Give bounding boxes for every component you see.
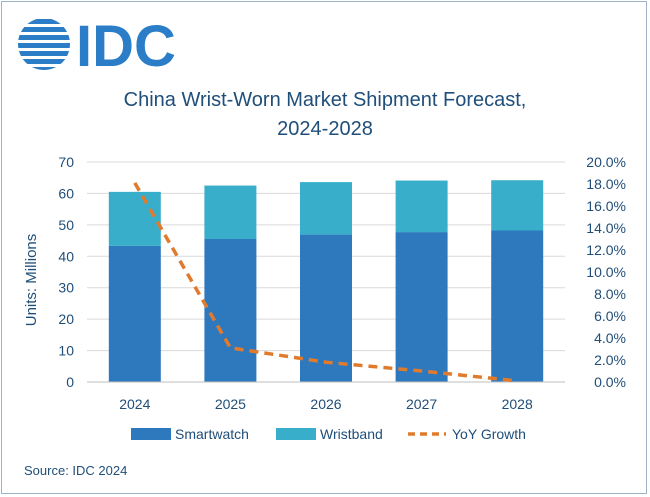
bar-smartwatch <box>491 230 544 382</box>
chart-title: China Wrist-Worn Market Shipment Forecas… <box>0 86 650 144</box>
x-tick-label: 2026 <box>310 396 341 412</box>
y-tick-label: 70 <box>58 154 74 170</box>
bar-wristband <box>108 191 161 246</box>
y2-tick-label: 0.0% <box>594 374 626 390</box>
globe-icon <box>18 19 70 70</box>
chart-title-line-2: 2024-2028 <box>277 118 373 140</box>
y-axis-label: Units: Millions <box>23 234 40 327</box>
y-tick-label: 50 <box>58 217 74 233</box>
y2-tick-label: 14.0% <box>586 220 626 236</box>
bar-wristband <box>300 182 352 235</box>
y-tick-label: 30 <box>58 280 74 296</box>
y-tick-label: 60 <box>58 185 74 201</box>
bar-wristband <box>491 180 544 231</box>
x-tick-label: 2027 <box>406 396 437 412</box>
legend-label-yoy: YoY Growth <box>452 426 526 442</box>
bar-smartwatch <box>108 245 161 382</box>
y2-tick-label: 12.0% <box>586 242 626 258</box>
legend-swatch-wristband <box>276 428 316 440</box>
y-tick-label: 10 <box>58 343 74 359</box>
bar-wristband <box>395 180 448 233</box>
x-tick-label: 2024 <box>119 396 150 412</box>
y2-tick-label: 20.0% <box>586 154 626 170</box>
legend-label-smartwatch: Smartwatch <box>175 426 249 442</box>
chart-title-line-1: China Wrist-Worn Market Shipment Forecas… <box>123 89 527 111</box>
bar-smartwatch <box>395 232 448 382</box>
logo-text: IDC <box>76 14 176 74</box>
y2-tick-label: 4.0% <box>594 330 626 346</box>
y2-tick-label: 2.0% <box>594 352 626 368</box>
source-note: Source: IDC 2024 <box>24 463 128 478</box>
bar-smartwatch <box>300 234 352 382</box>
y2-tick-label: 18.0% <box>586 176 626 192</box>
y2-tick-label: 16.0% <box>586 198 626 214</box>
bar-wristband <box>204 185 257 239</box>
x-tick-label: 2028 <box>502 396 533 412</box>
legend-swatch-smartwatch <box>131 428 171 440</box>
y2-tick-label: 8.0% <box>594 286 626 302</box>
y-tick-label: 20 <box>58 311 74 327</box>
y2-tick-label: 6.0% <box>594 308 626 324</box>
y2-tick-label: 10.0% <box>586 264 626 280</box>
y-tick-label: 40 <box>58 248 74 264</box>
legend-label-wristband: Wristband <box>320 426 383 442</box>
bar-smartwatch <box>204 239 257 382</box>
y-tick-label: 0 <box>66 374 74 390</box>
idc-logo: IDC <box>18 14 176 74</box>
yoy-growth-line <box>133 182 518 383</box>
x-tick-label: 2025 <box>215 396 246 412</box>
